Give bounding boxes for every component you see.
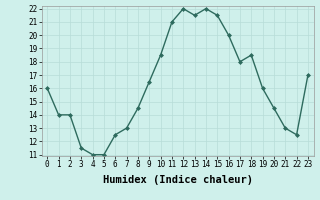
X-axis label: Humidex (Indice chaleur): Humidex (Indice chaleur): [103, 175, 252, 185]
